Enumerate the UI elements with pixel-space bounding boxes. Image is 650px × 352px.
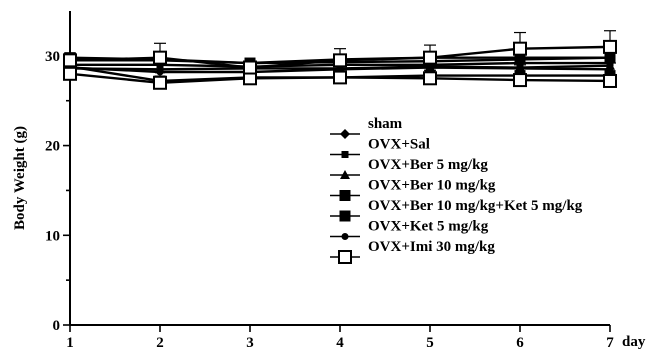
data-point xyxy=(603,39,617,54)
y-tick-label: 20 xyxy=(45,139,60,155)
data-point xyxy=(243,60,257,75)
legend-label: sham xyxy=(368,116,403,132)
x-tick-label: 2 xyxy=(156,335,164,351)
y-tick-label: 0 xyxy=(53,318,61,334)
data-point xyxy=(603,73,617,88)
x-tick-label: 6 xyxy=(516,335,524,351)
legend-item: OVX+Imi 30 mg/kg xyxy=(330,233,495,255)
legend-marker xyxy=(341,233,349,240)
x-axis-unit: day xyxy=(622,334,646,350)
legend-marker xyxy=(340,170,350,179)
data-point xyxy=(63,53,77,68)
data-point xyxy=(606,65,614,73)
data-point xyxy=(423,50,437,65)
series-layer xyxy=(63,30,617,90)
axes: 0 10 20 30 1 2 3 4 5 6 7 xyxy=(45,11,614,351)
legend-item: OVX+Sal xyxy=(330,129,430,153)
legend-item: OVX+Ber 10 mg/kg xyxy=(330,170,496,194)
y-axis-title: Body Weight (g) xyxy=(12,126,28,230)
y-tick-label: 10 xyxy=(45,228,60,244)
legend-label: OVX+Sal xyxy=(368,137,430,153)
x-tick-label: 1 xyxy=(66,335,74,351)
x-tick-label: 3 xyxy=(246,335,254,351)
legend-item: OVX+Ket 5 mg/kg xyxy=(330,210,489,235)
legend-label: OVX+Ber 10 mg/kg+Ket 5 mg/kg xyxy=(368,198,583,214)
series-7 xyxy=(63,66,617,90)
data-point xyxy=(423,71,437,86)
legend-marker xyxy=(339,210,351,222)
legend-label: OVX+Ket 5 mg/kg xyxy=(368,219,489,235)
x-tick-label: 7 xyxy=(606,335,614,351)
data-point xyxy=(513,73,527,88)
data-point xyxy=(153,75,167,90)
legend-label: OVX+Ber 5 mg/kg xyxy=(368,157,488,173)
y-tick-label: 30 xyxy=(45,49,60,65)
legend-label: OVX+Imi 30 mg/kg xyxy=(368,239,495,255)
data-point xyxy=(513,41,527,56)
data-point xyxy=(516,64,524,72)
legend: sham OVX+Sal OVX+Ber 5 mg/kg OVX+Ber 10 mg/… xyxy=(330,116,583,264)
legend-item xyxy=(330,250,360,264)
legend-marker xyxy=(340,129,350,139)
data-point xyxy=(333,53,347,68)
series-8 xyxy=(63,30,617,75)
legend-item: OVX+Ber 5 mg/kg xyxy=(330,151,488,173)
legend-marker xyxy=(338,250,352,264)
legend-marker xyxy=(341,151,349,158)
x-tick-label: 5 xyxy=(426,335,434,351)
data-point xyxy=(333,70,347,85)
legend-item: OVX+Ber 10 mg/kg+Ket 5 mg/kg xyxy=(330,190,583,214)
legend-label: OVX+Ber 10 mg/kg xyxy=(368,178,496,194)
data-point xyxy=(63,66,77,81)
x-tick-label: 4 xyxy=(336,335,344,351)
data-point xyxy=(153,50,167,65)
legend-marker xyxy=(339,190,351,201)
